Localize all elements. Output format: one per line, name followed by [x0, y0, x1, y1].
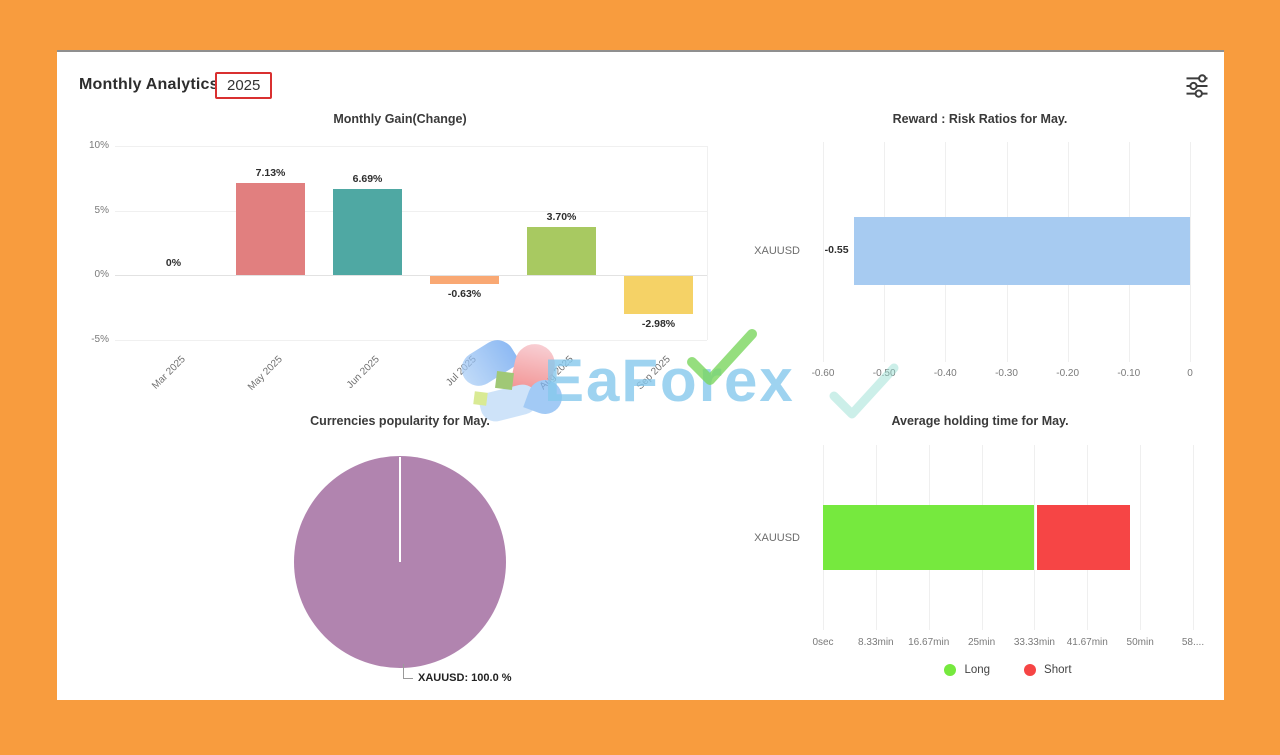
- sliders-icon: [1186, 74, 1208, 98]
- gain-x-tick-label: Mar 2025: [149, 354, 188, 392]
- gain-y-tick-label: 0%: [94, 269, 109, 280]
- legend-item-long[interactable]: Long: [944, 664, 990, 676]
- gain-y-tick-label: -5%: [91, 333, 109, 345]
- reward-gridline: [1190, 142, 1191, 362]
- gain-value-label: 0%: [165, 257, 182, 269]
- holding-gridline: [1034, 445, 1036, 630]
- reward-value-label: -0.55: [824, 244, 849, 256]
- gain-bar-jul-2025[interactable]: [430, 276, 499, 285]
- gain-value-label: 7.13%: [255, 167, 286, 180]
- pie-data-label: XAUUSD: 100.0 %: [418, 672, 512, 684]
- reward-gridline: [823, 142, 824, 362]
- avg-holding-time-chart-title: Average holding time for May.: [891, 414, 1069, 428]
- holding-gridline: [1140, 445, 1142, 630]
- holding-x-tick-label: 8.33min: [858, 637, 894, 648]
- reward-x-tick-label: -0.40: [933, 368, 957, 379]
- legend-dot-short: [1024, 664, 1037, 676]
- holding-x-tick-label: 41.67min: [1066, 637, 1108, 648]
- reward-category-label: XAUUSD: [754, 245, 800, 257]
- gain-x-tick-label: Sep 2025: [634, 354, 673, 393]
- holding-x-tick-label: 16.67min: [908, 637, 950, 648]
- reward-x-tick-label: -0.20: [1056, 368, 1080, 379]
- gain-x-tick-label: Jun 2025: [344, 354, 382, 391]
- year-selector[interactable]: 2025: [215, 72, 273, 99]
- currencies-popularity-chart-title: Currencies popularity for May.: [310, 414, 490, 428]
- pie-connector-v: [403, 664, 404, 678]
- gain-gridline: [115, 146, 707, 147]
- holding-x-tick-label: 58....: [1181, 637, 1205, 648]
- reward-x-tick-label: -0.60: [811, 368, 835, 379]
- legend-item-short[interactable]: Short: [1024, 664, 1072, 676]
- charts-layer: 10% 5% 0% -5% 0% Mar 2025 7.13% May 2025 6.69% Ju…: [57, 52, 1224, 702]
- gain-value-label: -2.98%: [641, 318, 676, 331]
- gain-x-tick-label: May 2025: [245, 354, 285, 393]
- reward-x-tick-label: -0.30: [995, 368, 1018, 379]
- gain-value-label: 3.70%: [546, 211, 577, 224]
- reward-x-tick-label: 0: [1187, 368, 1193, 379]
- monthly-gain-chart-title: Monthly Gain(Change): [333, 112, 467, 126]
- gain-gridline: [115, 210, 707, 212]
- holding-bar-short[interactable]: [1037, 505, 1131, 570]
- gain-bar-sep-2025[interactable]: [624, 276, 693, 315]
- legend-label: Short: [1044, 664, 1072, 676]
- analytics-panel: Monthly Analytics 2025 Monthly Gain(Chan…: [57, 50, 1224, 700]
- pie-slice-border: [399, 457, 401, 562]
- gain-x-tick-label: Aug 2025: [537, 354, 576, 393]
- gain-bar-may-2025[interactable]: [236, 183, 305, 275]
- holding-bar-long[interactable]: [823, 505, 1035, 570]
- reward-risk-bar-xauusd[interactable]: [853, 217, 1190, 285]
- gain-y-tick-label: 5%: [94, 204, 109, 216]
- holding-category-label: XAUUSD: [754, 531, 800, 544]
- holding-x-tick-label: 33.33min: [1013, 637, 1055, 648]
- gain-value-label: 6.69%: [352, 172, 383, 185]
- reward-x-tick-label: -0.50: [872, 368, 896, 379]
- holding-x-tick-label: 25min: [967, 637, 996, 648]
- gain-value-label: -0.63%: [447, 288, 482, 301]
- holding-gridline: [1192, 445, 1194, 630]
- gain-bar-jun-2025[interactable]: [333, 188, 402, 275]
- gain-bar-aug-2025[interactable]: [527, 227, 596, 275]
- holding-x-tick-label: 50min: [1126, 637, 1154, 648]
- page-title: Monthly Analytics: [79, 76, 219, 93]
- holding-legend: Long Short: [823, 664, 1193, 676]
- pie-connector-h: [403, 678, 413, 679]
- gain-gridline: [115, 339, 707, 341]
- reward-risk-chart-title: Reward : Risk Ratios for May.: [892, 112, 1068, 126]
- holding-x-tick-label: 0sec: [812, 637, 834, 648]
- gain-plot-right-border: [707, 146, 708, 340]
- filter-button[interactable]: [1183, 72, 1211, 100]
- legend-label: Long: [964, 664, 991, 676]
- gain-gridline: [115, 275, 707, 276]
- gain-y-tick-label: 10%: [88, 140, 109, 151]
- reward-x-tick-label: -0.10: [1117, 368, 1141, 379]
- legend-dot-long: [944, 664, 957, 676]
- gain-x-tick-label: Jul 2025: [443, 354, 479, 389]
